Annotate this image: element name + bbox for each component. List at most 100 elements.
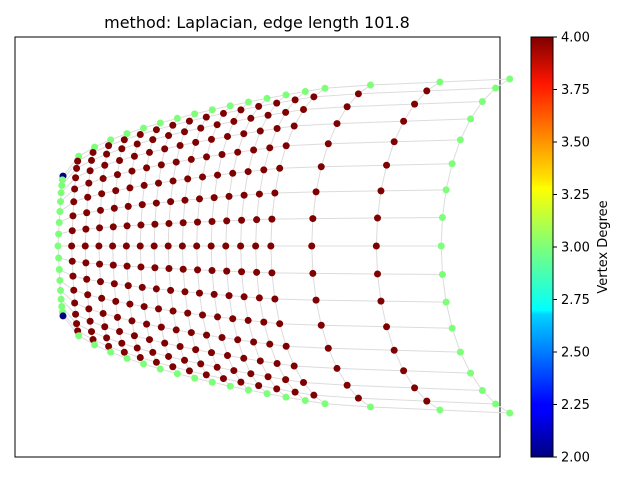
- vertex-point-degree-3: [442, 298, 450, 306]
- vertex-point-degree-3: [448, 160, 456, 168]
- colorbar: [530, 36, 554, 458]
- vertex-point-degree-4: [317, 163, 325, 171]
- vertex-point-degree-4: [282, 342, 290, 350]
- mesh-edge: [328, 347, 395, 351]
- vertex-point-degree-4: [103, 150, 111, 158]
- vertex-point-degree-4: [312, 296, 320, 304]
- mesh-edge: [393, 350, 405, 371]
- vertex-point-degree-2: [59, 312, 67, 320]
- colorbar-label: Vertex Degree: [596, 200, 611, 293]
- vertex-point-degree-4: [255, 102, 263, 110]
- mesh-edge: [336, 120, 404, 125]
- vertex-point-degree-3: [75, 332, 83, 340]
- vertex-point-degree-4: [383, 323, 391, 331]
- vertex-point-degree-4: [68, 242, 76, 250]
- mesh-edge: [154, 203, 157, 225]
- mesh-edge: [347, 384, 415, 389]
- vertex-point-degree-4: [82, 259, 90, 267]
- vertex-point-degree-4: [98, 294, 106, 302]
- vertex-point-degree-4: [145, 336, 153, 344]
- vertex-point-degree-4: [317, 321, 325, 329]
- mesh-edge: [311, 245, 314, 274]
- mesh-edge: [181, 222, 184, 247]
- mesh-edge: [426, 400, 496, 405]
- vertex-point-degree-4: [122, 242, 130, 250]
- vertex-point-degree-4: [143, 164, 151, 172]
- vertex-point-degree-4: [194, 266, 202, 274]
- vertex-point-degree-4: [247, 114, 255, 122]
- mesh-edge: [336, 367, 404, 372]
- mesh-edge: [167, 245, 170, 269]
- vertex-point-degree-4: [219, 109, 227, 117]
- mesh-edge: [225, 245, 228, 272]
- vertex-point-degree-4: [85, 179, 93, 187]
- vertex-point-degree-4: [109, 261, 117, 269]
- vertex-point-degree-4: [105, 142, 113, 150]
- vertex-point-degree-3: [173, 370, 181, 378]
- vertex-point-degree-4: [273, 99, 281, 107]
- mesh-edge: [370, 406, 440, 411]
- vertex-point-degree-4: [89, 148, 97, 156]
- vertex-point-degree-3: [208, 106, 216, 114]
- vertex-point-degree-3: [438, 214, 446, 222]
- vertex-point-degree-3: [506, 409, 514, 417]
- vertex-point-degree-3: [57, 189, 65, 197]
- vertex-point-degree-3: [56, 208, 64, 216]
- vertex-point-degree-4: [268, 215, 276, 223]
- vertex-point-degree-3: [436, 78, 444, 86]
- vertex-point-degree-4: [324, 344, 332, 352]
- mesh-edge: [358, 397, 427, 402]
- mesh-edge: [403, 118, 471, 122]
- vertex-point-degree-4: [223, 217, 231, 225]
- mesh-edge: [328, 141, 395, 145]
- vertex-point-degree-3: [191, 374, 199, 382]
- mesh-edge: [256, 194, 260, 220]
- mesh-edge: [459, 351, 471, 374]
- vertex-point-degree-4: [185, 367, 193, 375]
- vertex-point-degree-3: [107, 136, 115, 144]
- mesh-edge: [312, 191, 317, 219]
- mesh-edge: [441, 274, 447, 303]
- vertex-point-degree-4: [290, 122, 298, 130]
- mesh-edge: [394, 139, 461, 143]
- vertex-point-degree-4: [237, 242, 245, 250]
- vertex-point-degree-4: [69, 212, 77, 220]
- vertex-point-degree-4: [123, 262, 131, 270]
- vertex-point-degree-4: [138, 201, 146, 209]
- chart-title: method: Laplacian, edge length 101.8: [104, 13, 410, 32]
- vertex-point-degree-4: [199, 173, 207, 181]
- colorbar-tick-label: 3.00: [561, 241, 590, 256]
- vertex-point-degree-4: [208, 267, 216, 275]
- colorbar-tick-label: 3.25: [561, 188, 590, 203]
- vertex-point-degree-4: [240, 191, 248, 199]
- vertex-point-degree-4: [310, 93, 318, 101]
- vertex-point-degree-4: [123, 222, 131, 230]
- vertex-point-degree-4: [377, 187, 385, 195]
- mesh-edge: [213, 175, 219, 198]
- vertex-point-degree-4: [88, 156, 96, 164]
- vertex-point-degree-3: [57, 286, 64, 294]
- mesh-edge: [386, 141, 395, 166]
- vertex-point-degree-4: [181, 356, 189, 364]
- vertex-point-degree-4: [98, 190, 106, 198]
- vertex-point-degree-4: [181, 288, 189, 296]
- vertex-point-degree-4: [155, 179, 163, 187]
- vertex-point-degree-4: [152, 358, 160, 366]
- vertex-point-degree-4: [110, 204, 118, 212]
- vertex-point-degree-4: [218, 151, 226, 159]
- vertex-point-degree-4: [423, 397, 431, 405]
- vertex-point-degree-3: [140, 124, 148, 132]
- vertex-point-degree-3: [478, 97, 486, 105]
- mesh-edge: [316, 299, 381, 302]
- vertex-point-degree-4: [312, 188, 320, 196]
- vertex-point-degree-4: [99, 309, 107, 317]
- vertex-point-degree-4: [214, 171, 222, 179]
- vertex-point-degree-3: [57, 198, 64, 206]
- mesh-edge: [347, 103, 415, 108]
- vertex-point-degree-4: [225, 192, 233, 200]
- vertex-point-degree-4: [218, 333, 226, 341]
- mesh-edge: [232, 152, 239, 174]
- mesh-edge: [226, 196, 230, 221]
- vertex-point-degree-4: [291, 96, 299, 104]
- mesh-edge: [271, 192, 276, 220]
